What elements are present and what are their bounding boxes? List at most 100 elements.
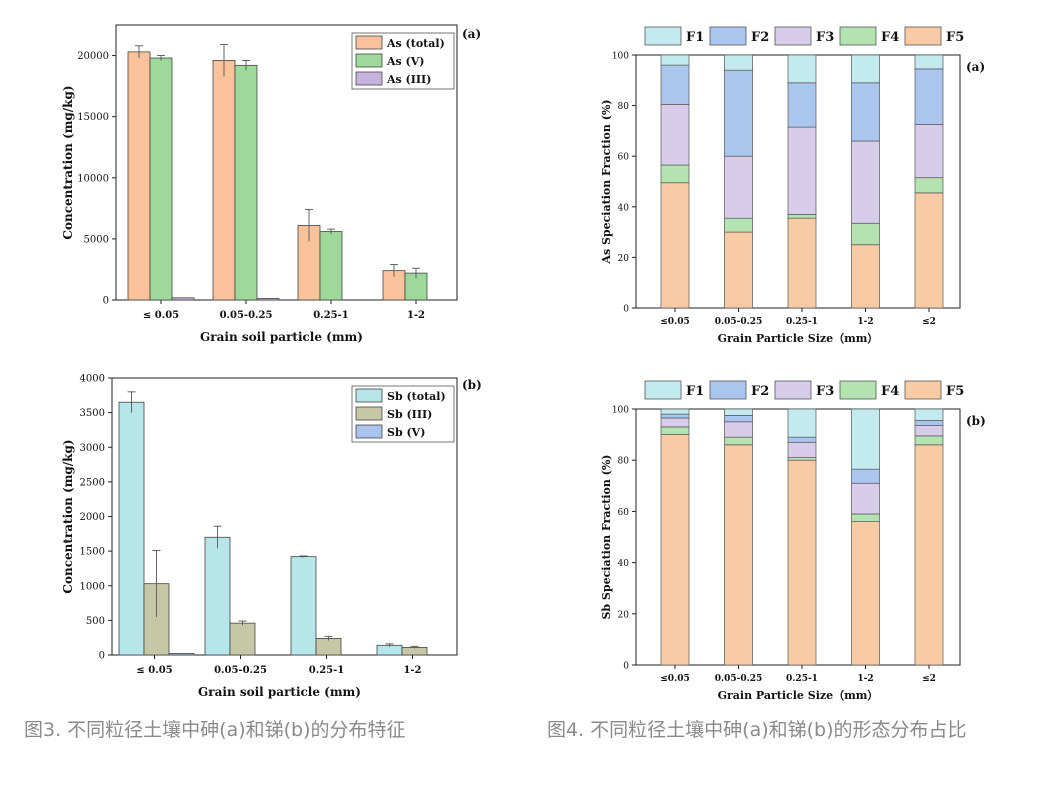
stacked-bar-segment <box>914 420 944 426</box>
stacked-bar-segment <box>660 434 690 666</box>
stacked-bar-segment <box>914 408 944 421</box>
y-tick-label: 40 <box>618 559 630 569</box>
x-tick-label: 0.05-0.25 <box>715 317 763 327</box>
legend-label: F2 <box>751 30 769 45</box>
legend-swatch <box>355 71 383 86</box>
y-tick-label: 20 <box>618 254 630 264</box>
bar <box>234 64 258 301</box>
legend-label: F5 <box>946 384 964 399</box>
legend-label: Sb (V) <box>387 426 425 439</box>
x-tick-label: 1-2 <box>857 674 873 684</box>
stacked-bar-segment <box>660 417 690 428</box>
stacked-bar-segment <box>787 459 817 666</box>
x-axis-title: Grain soil particle (mm) <box>200 330 363 344</box>
stacked-bar-segment <box>914 68 944 125</box>
stacked-bar-segment <box>660 426 690 435</box>
bar <box>319 231 343 301</box>
legend-swatch <box>355 388 383 403</box>
y-tick-label: 15000 <box>77 112 109 123</box>
y-tick-label: 1500 <box>80 547 105 558</box>
y-tick-label: 0 <box>103 296 109 307</box>
x-tick-label: 1-2 <box>403 665 421 676</box>
y-tick-label: 4000 <box>80 374 105 385</box>
y-tick-label: 0 <box>623 662 629 672</box>
legend-label: F1 <box>686 384 704 399</box>
panel-label: (a) <box>966 60 985 74</box>
x-tick-label: 0.05-0.25 <box>715 674 763 684</box>
stacked-bar-segment <box>787 408 817 438</box>
y-tick-label: 80 <box>618 102 630 112</box>
stacked-bar-segment <box>914 435 944 446</box>
y-tick-label: 3500 <box>80 408 105 419</box>
stacked-bar-segment <box>851 54 880 84</box>
x-axis-title: Grain Particle Size（mm） <box>718 332 879 345</box>
y-tick-label: 1000 <box>80 581 105 592</box>
y-tick-label: 20000 <box>77 51 109 62</box>
x-tick-label: ≤2 <box>922 317 936 327</box>
legend-swatch <box>904 380 942 400</box>
chart-2: 0 500 1000 1500 2000 2500 3000 3500 4000 ≤ 0.05 0.… <box>61 374 482 700</box>
bar <box>212 60 236 301</box>
stacked-bar-segment <box>724 54 753 71</box>
bar <box>127 51 151 301</box>
y-tick-label: 100 <box>612 52 629 62</box>
x-tick-label: ≤ 0.05 <box>136 665 172 676</box>
bar <box>118 401 145 656</box>
legend-label: Sb (total) <box>387 390 446 403</box>
stacked-bar-segment <box>914 54 944 70</box>
chart-3: 0 20 40 60 80 100 ≤0.05 0.05-0.25 0.25-1 1-2 ≤2 Gra… <box>600 26 985 345</box>
stacked-bar-segment <box>724 444 753 666</box>
stacked-bar-segment <box>914 192 944 309</box>
plot-frame <box>115 24 458 301</box>
stacked-bar-segment <box>851 82 880 142</box>
legend-label: F5 <box>946 30 964 45</box>
stacked-bar-segment <box>851 140 880 224</box>
x-tick-label: 0.25-1 <box>786 317 818 327</box>
stacked-bar-segment <box>724 415 753 423</box>
legend-label: As (V) <box>386 55 425 68</box>
bar <box>401 646 428 656</box>
y-tick-label: 2500 <box>80 477 105 488</box>
legend-label: F4 <box>881 30 899 45</box>
stacked-bar-segment <box>724 69 753 157</box>
legend-label: F3 <box>816 384 834 399</box>
bar <box>168 653 195 656</box>
panel-label: (b) <box>966 414 986 428</box>
bar <box>143 583 170 656</box>
stacked-bar-segment <box>787 82 817 128</box>
chart-4: 0 20 40 60 80 100 ≤0.05 0.05-0.25 0.25-1 1-2 ≤2 Gra… <box>600 380 986 702</box>
legend-swatch <box>904 26 942 46</box>
y-tick-label: 0 <box>99 651 105 662</box>
legend-swatch <box>774 26 812 46</box>
stacked-bar-segment <box>787 441 817 458</box>
x-axis-title: Grain soil particle (mm) <box>198 685 361 699</box>
bar <box>376 644 403 656</box>
stacked-bar-segment <box>724 408 753 416</box>
stacked-bar-segment <box>851 482 880 515</box>
x-tick-label: 0.05-0.25 <box>220 310 273 321</box>
y-tick-label: 20 <box>618 610 630 620</box>
stacked-bar-segment <box>660 182 690 309</box>
stacked-bar-segment <box>851 468 880 484</box>
bar <box>290 556 317 656</box>
legend-swatch <box>355 53 383 68</box>
y-tick-label: 5000 <box>84 234 109 245</box>
legend-swatch <box>839 26 877 46</box>
x-tick-label: 0.05-0.25 <box>214 665 267 676</box>
stacked-bar-segment <box>787 126 817 215</box>
stacked-bar-segment <box>851 222 880 246</box>
x-tick-label: 0.25-1 <box>786 674 818 684</box>
chart-1: 0 5000 10000 15000 20000 ≤ 0.05 0.05-0.25 0.25-… <box>61 24 481 344</box>
x-tick-label: ≤0.05 <box>660 674 689 684</box>
legend-label: F1 <box>686 30 704 45</box>
panel-label: (a) <box>462 27 481 41</box>
stacked-bar-segment <box>660 103 690 166</box>
legend-swatch <box>355 406 383 421</box>
stacked-bar-segment <box>914 177 944 194</box>
x-tick-label: 1-2 <box>407 310 425 321</box>
y-axis-title: Sb Speciation Fraction (%) <box>600 454 613 619</box>
stacked-bar-segment <box>914 425 944 437</box>
figure-4-caption: 图4. 不同粒径土壤中砷(a)和锑(b)的形态分布占比 <box>547 719 967 741</box>
y-tick-label: 500 <box>86 616 105 627</box>
legend-swatch <box>774 380 812 400</box>
